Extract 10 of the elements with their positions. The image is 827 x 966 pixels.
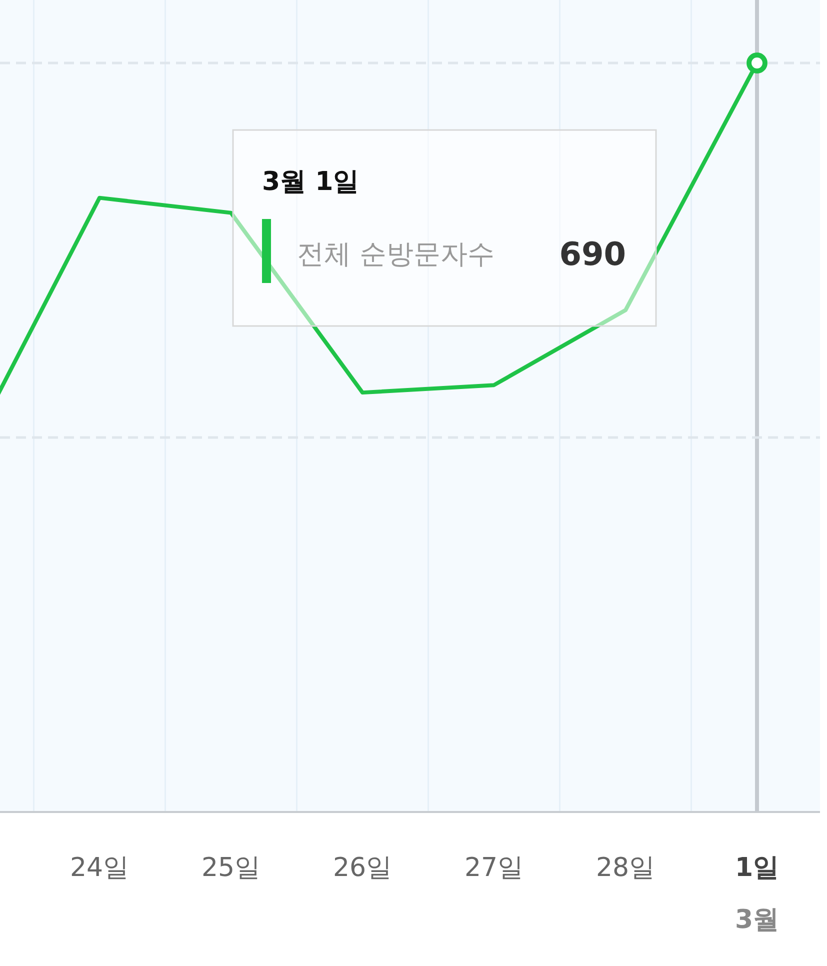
annotation: 3월 1일 [262, 167, 360, 197]
annotation: 690 [559, 235, 626, 273]
text: 3월 [734, 905, 780, 935]
x-tick-label: 1일 [734, 853, 780, 883]
x-tick-label: 28일 [596, 853, 656, 883]
legend-label: 전체 순방문자수 [297, 239, 495, 270]
x-tick-label: 24일 [70, 853, 130, 883]
x-tick-label: 27일 [464, 853, 524, 883]
x-tick-label: 25일 [201, 853, 261, 883]
x-tick-label: 26일 [332, 853, 392, 883]
